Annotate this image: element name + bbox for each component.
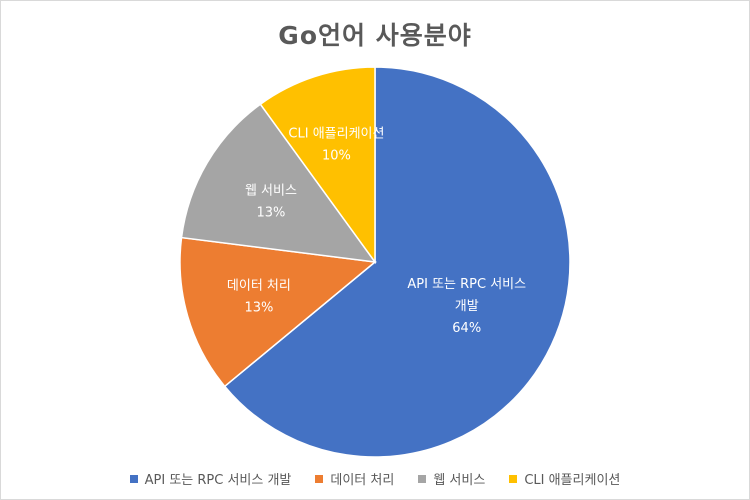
slice-value-label: 13%	[256, 205, 285, 220]
slice-value-label: 64%	[452, 321, 481, 336]
legend: API 또는 RPC 서비스 개발 데이터 처리 웹 서비스 CLI 애플리케이션	[0, 469, 750, 488]
legend-item: 데이터 처리	[315, 469, 394, 488]
pie-slice	[223, 66, 571, 458]
legend-swatch	[129, 474, 138, 483]
slice-value-label: 13%	[244, 301, 273, 316]
legend-item: API 또는 RPC 서비스 개발	[129, 469, 292, 488]
pie-slice	[179, 236, 377, 388]
slice-category-label: CLI 애플리케이션	[288, 126, 384, 141]
slice-category-label: 개발	[455, 299, 479, 314]
chart-title: Go언어 사용분야	[278, 21, 472, 50]
legend-label: API 또는 RPC 서비스 개발	[144, 473, 292, 488]
slice-category-label: 웹 서비스	[245, 183, 297, 198]
legend-label: 데이터 처리	[330, 473, 395, 488]
legend-item: CLI 애플리케이션	[509, 469, 620, 488]
slice-value-label: 10%	[322, 148, 351, 163]
legend-swatch	[315, 474, 324, 483]
slice-category-label: API 또는 RPC 서비스	[407, 277, 526, 292]
pie-slice	[180, 103, 377, 263]
legend-swatch	[509, 474, 518, 483]
pie-slice	[259, 66, 376, 265]
legend-label: 웹 서비스	[433, 473, 486, 488]
slice-category-label: 데이터 처리	[227, 279, 291, 294]
legend-label: CLI 애플리케이션	[524, 473, 621, 488]
legend-swatch	[418, 474, 427, 483]
legend-item: 웹 서비스	[418, 469, 485, 488]
